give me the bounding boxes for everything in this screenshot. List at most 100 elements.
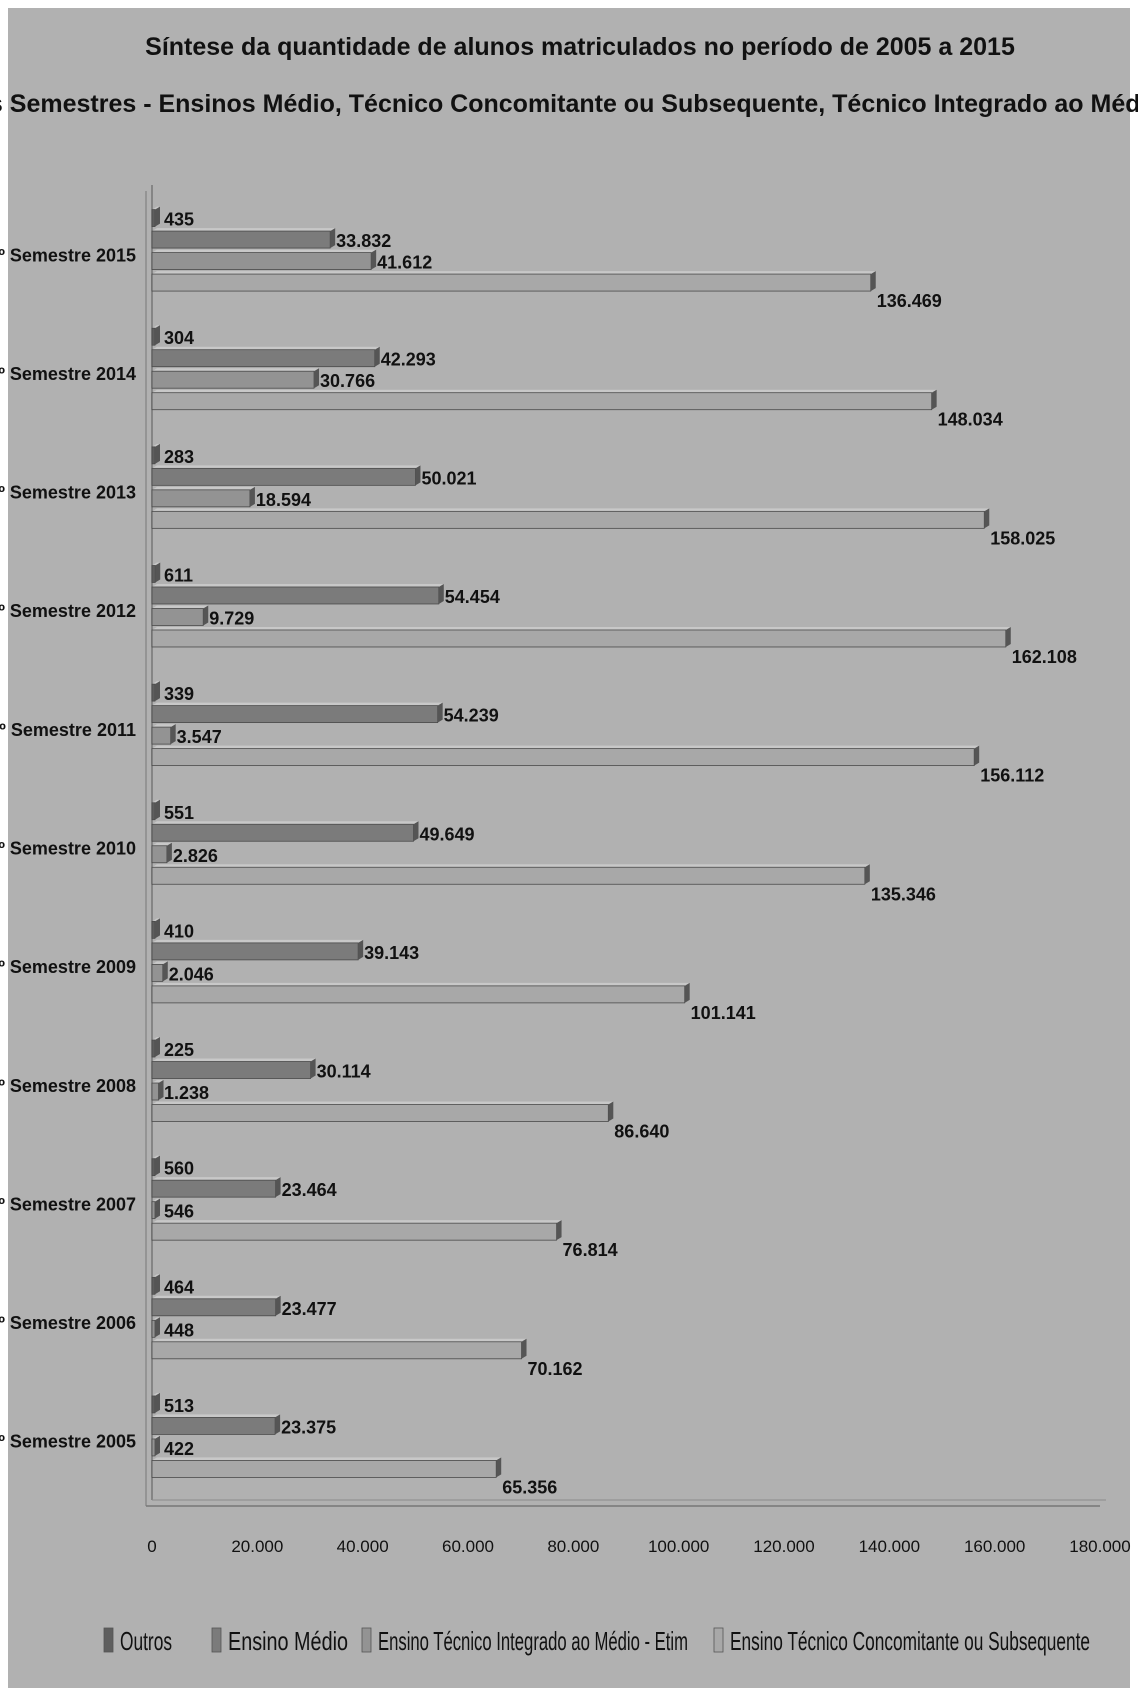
data-label-outros-1-semestre-2005: 513 [164, 1396, 194, 1416]
bar-ensino-tecnico-integrado-ao-medio-etim-1-semestre-2005 [151, 1435, 160, 1457]
bar-ensino-tecnico-concomitante-ou-subsequente-1-semestre-2005 [151, 1457, 502, 1478]
x-tick-label-0: 0 [147, 1537, 156, 1556]
legend-label-outros: Outros [120, 1626, 172, 1656]
bar-ensino-tecnico-concomitante-ou-subsequente-1-semestre-2012 [151, 626, 1011, 648]
bars [151, 206, 1011, 1478]
bar-ensino-tecnico-integrado-ao-medio-etim-1-semestre-2011 [151, 724, 176, 745]
data-label-ensino-tecnico-integrado-ao-medio-etim-1-semestre-2006: 448 [164, 1320, 194, 1340]
category-labels: 1.º Semestre 2005 1.º Semestre 2006 1.º Se… [0, 245, 136, 1451]
data-label-outros-1-semestre-2006: 464 [164, 1277, 194, 1297]
bar-ensino-tecnico-integrado-ao-medio-etim-1-semestre-2013 [151, 486, 255, 508]
x-tick-label-1: 20.000 [231, 1537, 283, 1556]
legend-label-ensino-tecnico-concomitante-ou-subsequente: Ensino Técnico Concomitante ou Subsequen… [730, 1626, 1090, 1656]
category-label-1-semestre-2009: 1.º Semestre 2009 [0, 957, 136, 977]
data-label-ensino-medio-1-semestre-2011: 54.239 [444, 706, 499, 726]
data-label-ensino-medio-1-semestre-2005: 23.375 [281, 1417, 336, 1437]
bar-outros-1-semestre-2011 [151, 681, 160, 702]
bar-ensino-tecnico-concomitante-ou-subsequente-1-semestre-2008 [151, 1101, 614, 1122]
x-tick-label-3: 60.000 [442, 1537, 494, 1556]
data-label-ensino-medio-1-semestre-2010: 49.649 [419, 824, 474, 844]
bar-ensino-tecnico-concomitante-ou-subsequente-1-semestre-2010 [151, 864, 870, 885]
category-label-1-semestre-2013: 1.º Semestre 2013 [0, 483, 136, 503]
category-label-1-semestre-2014: 1.º Semestre 2014 [0, 364, 136, 384]
bar-ensino-medio-1-semestre-2014 [151, 346, 380, 368]
bar-ensino-medio-1-semestre-2011 [151, 702, 443, 724]
bar-outros-1-semestre-2009 [151, 918, 160, 939]
category-label-1-semestre-2005: 1.º Semestre 2005 [0, 1432, 136, 1452]
legend-swatch-ensino-tecnico-integrado-ao-medio-etim [361, 1627, 372, 1653]
bar-ensino-medio-1-semestre-2007 [151, 1177, 281, 1198]
data-label-ensino-medio-1-semestre-2015: 33.832 [336, 231, 391, 251]
x-tick-label-8: 160.000 [964, 1537, 1025, 1556]
data-label-ensino-medio-1-semestre-2006: 23.477 [282, 1299, 337, 1319]
x-tick-label-6: 120.000 [753, 1537, 814, 1556]
category-label-1-semestre-2010: 1.º Semestre 2010 [0, 839, 136, 859]
data-label-ensino-tecnico-integrado-ao-medio-etim-1-semestre-2009: 2.046 [169, 964, 214, 984]
bar-ensino-medio-1-semestre-2013 [151, 465, 421, 486]
x-tick-label-5: 100.000 [648, 1537, 709, 1556]
bar-ensino-tecnico-integrado-ao-medio-etim-1-semestre-2007 [151, 1198, 160, 1220]
bar-ensino-medio-1-semestre-2006 [151, 1295, 281, 1317]
bar-ensino-tecnico-integrado-ao-medio-etim-1-semestre-2012 [151, 605, 209, 626]
data-label-ensino-tecnico-concomitante-ou-subsequente-1-semestre-2005: 65.356 [502, 1477, 557, 1497]
data-label-outros-1-semestre-2015: 435 [164, 210, 194, 230]
category-label-1-semestre-2007: 1.º Semestre 2007 [0, 1194, 136, 1214]
legend-swatch-ensino-medio [211, 1627, 222, 1653]
bar-ensino-tecnico-concomitante-ou-subsequente-1-semestre-2006 [151, 1338, 527, 1360]
chart-title: Síntese da quantidade de alunos matricul… [145, 33, 1015, 61]
data-label-ensino-tecnico-integrado-ao-medio-etim-1-semestre-2012: 9.729 [209, 608, 254, 628]
bar-outros-1-semestre-2007 [151, 1155, 160, 1177]
data-label-ensino-tecnico-concomitante-ou-subsequente-1-semestre-2015: 136.469 [877, 291, 942, 311]
bar-ensino-tecnico-integrado-ao-medio-etim-1-semestre-2006 [151, 1317, 160, 1338]
bar-outros-1-semestre-2008 [151, 1037, 160, 1058]
bar-ensino-medio-1-semestre-2008 [151, 1058, 316, 1079]
data-label-outros-1-semestre-2012: 611 [164, 565, 193, 585]
data-label-ensino-tecnico-integrado-ao-medio-etim-1-semestre-2010: 2.826 [173, 846, 218, 866]
data-label-ensino-tecnico-concomitante-ou-subsequente-1-semestre-2009: 101.141 [691, 1003, 756, 1023]
bar-ensino-tecnico-concomitante-ou-subsequente-1-semestre-2014 [151, 389, 937, 411]
data-label-ensino-tecnico-concomitante-ou-subsequente-1-semestre-2012: 162.108 [1012, 647, 1077, 667]
chart-subtitle: Primeiros Semestres - Ensinos Médio, Téc… [0, 90, 1138, 118]
category-label-1-semestre-2012: 1.º Semestre 2012 [0, 601, 136, 621]
bar-outros-1-semestre-2013 [151, 443, 160, 465]
x-tick-labels: 0 20.000 40.000 60.000 80.000 100.000 120.000 1… [147, 1537, 1130, 1556]
data-labels: 513 23.375 422 65.356 464 23.477 448 70.162 560 2… [164, 210, 1077, 1498]
data-label-ensino-tecnico-concomitante-ou-subsequente-1-semestre-2013: 158.025 [990, 528, 1055, 548]
bar-outros-1-semestre-2010 [151, 799, 160, 821]
bar-ensino-tecnico-concomitante-ou-subsequente-1-semestre-2009 [151, 982, 690, 1004]
legend-swatch-ensino-tecnico-concomitante-ou-subsequente [713, 1627, 724, 1653]
data-label-ensino-tecnico-concomitante-ou-subsequente-1-semestre-2007: 76.814 [563, 1240, 618, 1260]
bar-ensino-medio-1-semestre-2015 [151, 228, 336, 249]
data-label-outros-1-semestre-2011: 339 [164, 684, 194, 704]
data-label-ensino-tecnico-concomitante-ou-subsequente-1-semestre-2014: 148.034 [938, 410, 1003, 430]
category-label-1-semestre-2011: 1.º Semestre 2011 [0, 720, 136, 740]
data-label-outros-1-semestre-2013: 283 [164, 447, 194, 467]
data-label-ensino-tecnico-integrado-ao-medio-etim-1-semestre-2005: 422 [164, 1439, 194, 1459]
data-label-ensino-tecnico-integrado-ao-medio-etim-1-semestre-2008: 1.238 [164, 1083, 209, 1103]
legend-item-outros: Outros [103, 1626, 172, 1656]
data-label-ensino-medio-1-semestre-2013: 50.021 [421, 468, 476, 488]
data-label-ensino-tecnico-integrado-ao-medio-etim-1-semestre-2011: 3.547 [177, 727, 222, 747]
category-label-1-semestre-2015: 1.º Semestre 2015 [0, 245, 136, 265]
bar-outros-1-semestre-2015 [151, 206, 160, 227]
data-label-outros-1-semestre-2014: 304 [164, 328, 194, 348]
data-label-outros-1-semestre-2008: 225 [164, 1040, 194, 1060]
bar-ensino-tecnico-integrado-ao-medio-etim-1-semestre-2010 [151, 842, 172, 864]
data-label-ensino-tecnico-integrado-ao-medio-etim-1-semestre-2015: 41.612 [377, 253, 432, 273]
bar-ensino-tecnico-integrado-ao-medio-etim-1-semestre-2014 [151, 368, 320, 389]
bar-ensino-tecnico-concomitante-ou-subsequente-1-semestre-2007 [151, 1220, 562, 1241]
bar-outros-1-semestre-2005 [151, 1392, 160, 1414]
data-label-outros-1-semestre-2010: 551 [164, 803, 194, 823]
bar-outros-1-semestre-2014 [151, 325, 160, 346]
bar-ensino-medio-1-semestre-2010 [151, 821, 419, 842]
bar-outros-1-semestre-2006 [151, 1274, 160, 1295]
bar-ensino-medio-1-semestre-2009 [151, 939, 364, 961]
data-label-ensino-tecnico-integrado-ao-medio-etim-1-semestre-2013: 18.594 [256, 490, 311, 510]
x-tick-label-4: 80.000 [547, 1537, 599, 1556]
data-label-ensino-medio-1-semestre-2014: 42.293 [381, 350, 436, 370]
category-label-1-semestre-2008: 1.º Semestre 2008 [0, 1076, 136, 1096]
bar-ensino-medio-1-semestre-2005 [151, 1414, 281, 1435]
data-label-outros-1-semestre-2007: 560 [164, 1159, 194, 1179]
legend-item-ensino-medio: Ensino Médio [211, 1626, 348, 1656]
